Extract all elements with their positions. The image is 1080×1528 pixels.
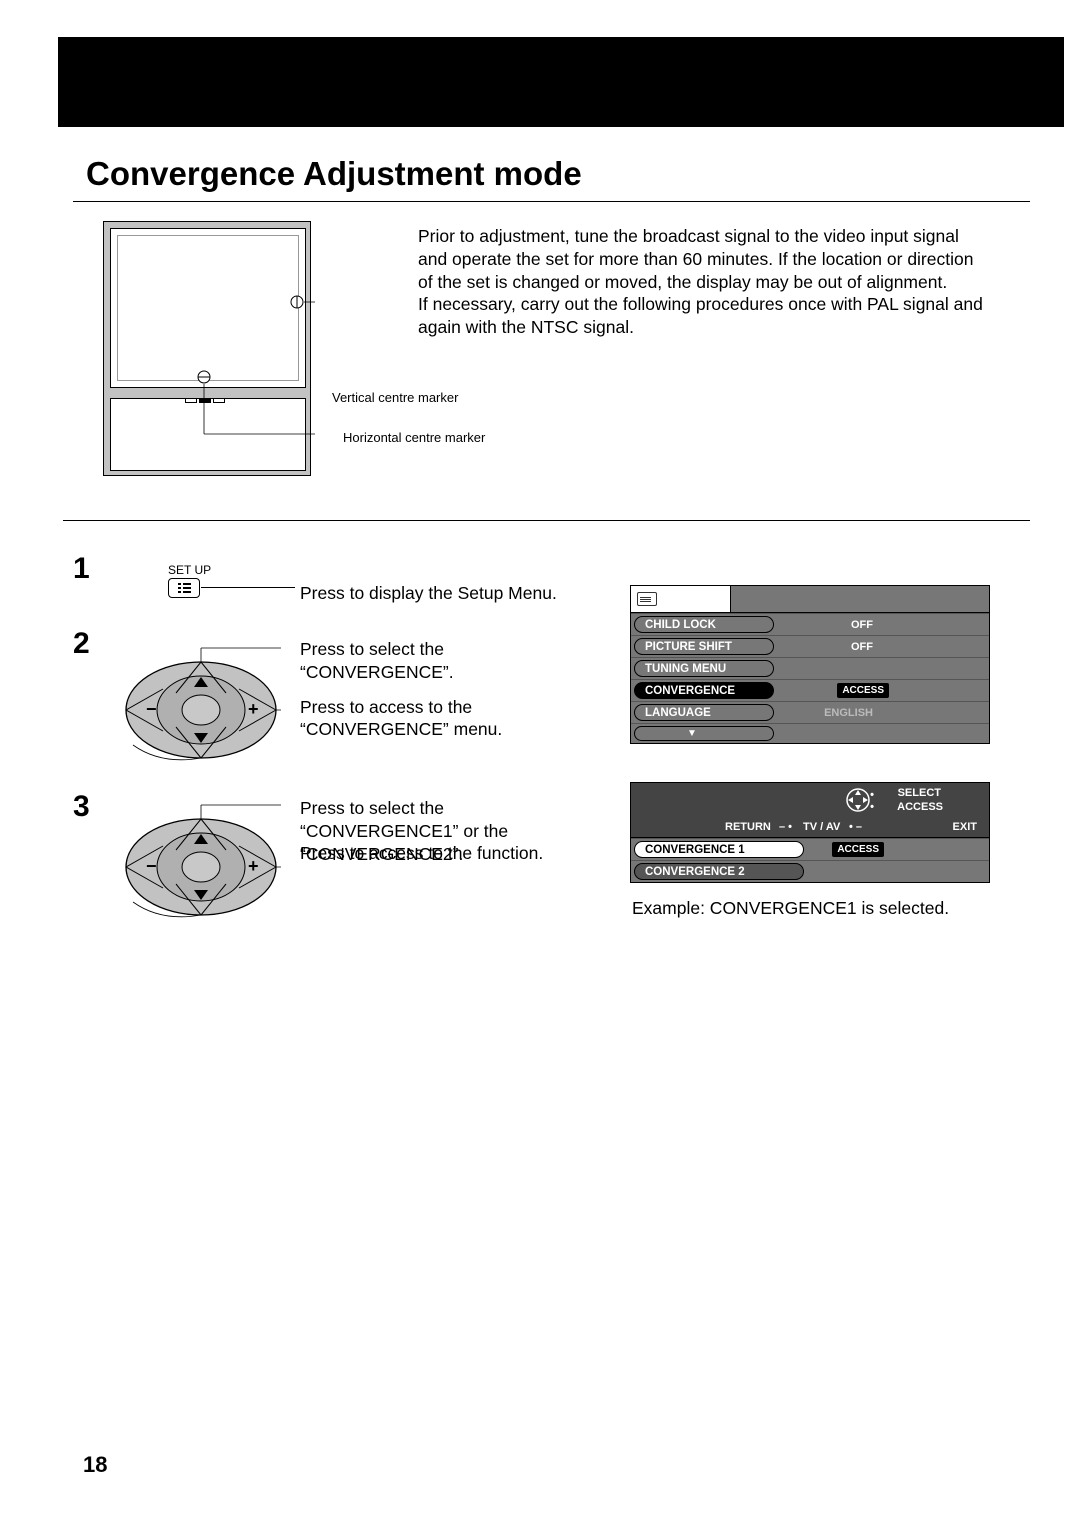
page-number: 18 <box>83 1452 107 1478</box>
page-title: Convergence Adjustment mode <box>73 143 1030 201</box>
osd-row-label: CHILD LOCK <box>645 619 716 631</box>
legend-dpad-icon <box>845 787 871 813</box>
osd-row-value: ENGLISH <box>824 707 873 719</box>
scroll-down-icon: ▼ <box>687 728 697 739</box>
convergence-menu-osd: • • SELECT ACCESS RETURN – • TV / AV • –… <box>630 782 990 883</box>
svg-text:+: + <box>248 856 259 876</box>
horizontal-marker-label: Horizontal centre marker <box>343 430 485 445</box>
access-badge: ACCESS <box>837 683 889 698</box>
step-1-text: Press to display the Setup Menu. <box>300 583 557 604</box>
legend-return: RETURN <box>725 821 771 833</box>
legend-tvav: TV / AV <box>803 821 840 833</box>
step-2-text: Press to select the “CONVERGENCE”. Press… <box>300 638 590 741</box>
legend-exit: EXIT <box>953 821 977 833</box>
intro-p2: If necessary, carry out the following pr… <box>418 293 988 339</box>
tv-diagram <box>100 218 315 480</box>
osd-row-label: LANGUAGE <box>645 707 711 719</box>
title-block: Convergence Adjustment mode <box>73 143 1030 202</box>
osd-row-value: OFF <box>851 641 873 653</box>
page-header-bar <box>58 37 1064 127</box>
menu-icon <box>637 592 657 606</box>
intro-p1: Prior to adjustment, tune the broadcast … <box>418 225 988 293</box>
legend-access: ACCESS <box>897 801 943 813</box>
osd-row-label: TUNING MENU <box>645 663 726 675</box>
svg-text:−: − <box>146 699 157 719</box>
step-2-number: 2 <box>73 627 90 661</box>
setup-button-label: SET UP <box>168 563 211 577</box>
setup-button-icon <box>168 578 200 598</box>
dpad-icon: − + <box>121 802 281 920</box>
legend-select: SELECT <box>898 787 941 799</box>
svg-text:+: + <box>248 699 259 719</box>
osd-row-value: OFF <box>851 619 873 631</box>
osd-row-label: CONVERGENCE <box>645 685 735 697</box>
svg-text:−: − <box>146 856 157 876</box>
step-2-line-b: Press to access to the “CONVERGENCE” men… <box>300 696 590 742</box>
access-badge: ACCESS <box>832 842 884 857</box>
setup-menu-osd: CHILD LOCK OFF PICTURE SHIFT OFF TUNING ME… <box>630 585 990 744</box>
step-1-number: 1 <box>73 552 90 586</box>
osd-row-label: PICTURE SHIFT <box>645 641 732 653</box>
dpad-icon: − + <box>121 645 281 763</box>
convergence-row-label: CONVERGENCE 1 <box>645 844 745 856</box>
intro-paragraph: Prior to adjustment, tune the broadcast … <box>418 225 988 339</box>
example-caption: Example: CONVERGENCE1 is selected. <box>632 898 949 919</box>
convergence-row-label: CONVERGENCE 2 <box>645 866 745 878</box>
step-3-text-b: Press to access to the function. <box>300 843 543 864</box>
step-2-line-a: Press to select the “CONVERGENCE”. <box>300 638 590 684</box>
section-divider <box>63 520 1030 521</box>
vertical-marker-label: Vertical centre marker <box>332 390 458 405</box>
step-3-number: 3 <box>73 790 90 824</box>
